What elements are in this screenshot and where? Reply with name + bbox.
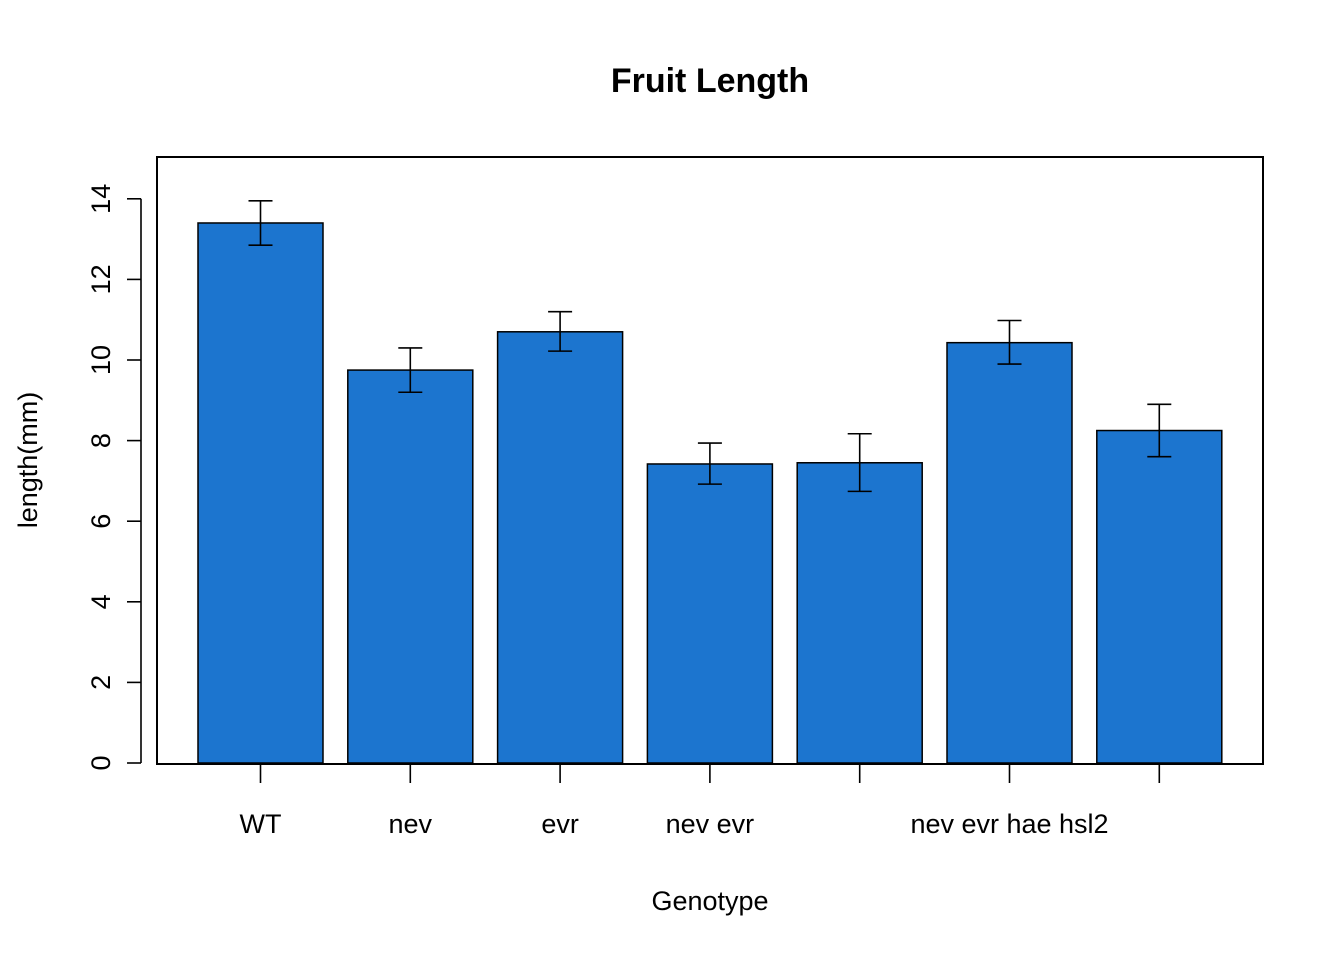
x-category-label: evr: [541, 809, 579, 839]
bars-group: [197, 222, 1223, 764]
x-category-label: nev: [389, 809, 433, 839]
y-tick-label: 2: [86, 675, 116, 690]
y-tick-label: 10: [86, 345, 116, 375]
x-axis-label: Genotype: [651, 886, 768, 916]
chart-title: Fruit Length: [611, 62, 809, 100]
y-tick-label: 14: [86, 184, 116, 214]
bar: [646, 463, 774, 764]
bar: [496, 331, 624, 764]
bar: [946, 341, 1073, 764]
y-tick-label: 4: [86, 594, 116, 609]
bar: [197, 222, 324, 764]
x-category-label: WT: [240, 809, 282, 839]
y-axis-label: length(mm): [13, 392, 43, 529]
x-category-label: nev evr hae hsl2: [910, 809, 1108, 839]
y-axis: 0 2 4 6 8 10 12 14: [86, 184, 142, 771]
x-category-label: nev evr: [666, 809, 755, 839]
y-tick-label: 0: [86, 755, 116, 770]
bar: [796, 462, 923, 764]
bar: [347, 369, 474, 764]
y-tick-label: 12: [86, 264, 116, 294]
error-bars-group: [248, 200, 1172, 493]
y-tick-label: 6: [86, 514, 116, 529]
y-tick-label: 8: [86, 433, 116, 448]
bar: [1096, 429, 1223, 764]
x-axis: WT nev evr nev evr nev evr hae hsl2: [240, 764, 1161, 839]
